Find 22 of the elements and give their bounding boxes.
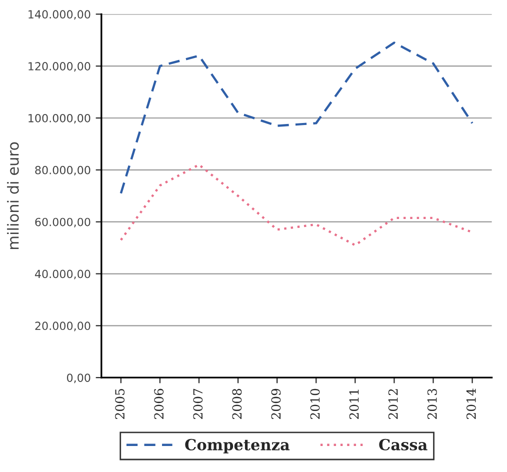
x-tick-label: 2014 [466,388,476,419]
y-tick-label: 100.000,00 [28,114,90,124]
x-tick-label: 2005 [115,388,125,419]
x-tick-label: 2010 [310,388,320,419]
x-tick-label: 2012 [388,389,398,419]
y-tick-label: 140.000,00 [28,10,90,20]
y-tick-label: 80.000,00 [35,166,90,176]
x-tick-label: 2011 [349,390,359,419]
y-tick-label: 20.000,00 [35,322,90,332]
x-tick-label: 2007 [193,388,203,419]
y-tick-label: 0,00 [66,374,90,384]
y-axis-title: milioni di euro [7,142,19,249]
legend-label: Cassa [379,438,428,450]
x-tick-label: 2006 [154,388,164,419]
y-tick-label: 60.000,00 [35,218,90,228]
x-tick-label: 2013 [427,388,437,419]
y-tick-label: 120.000,00 [28,62,90,72]
x-tick-label: 2009 [271,388,281,419]
line-series [120,42,474,194]
x-tick-label: 2008 [232,388,242,419]
legend-label: Competenza [185,438,290,454]
y-tick-label: 40.000,00 [34,270,90,280]
